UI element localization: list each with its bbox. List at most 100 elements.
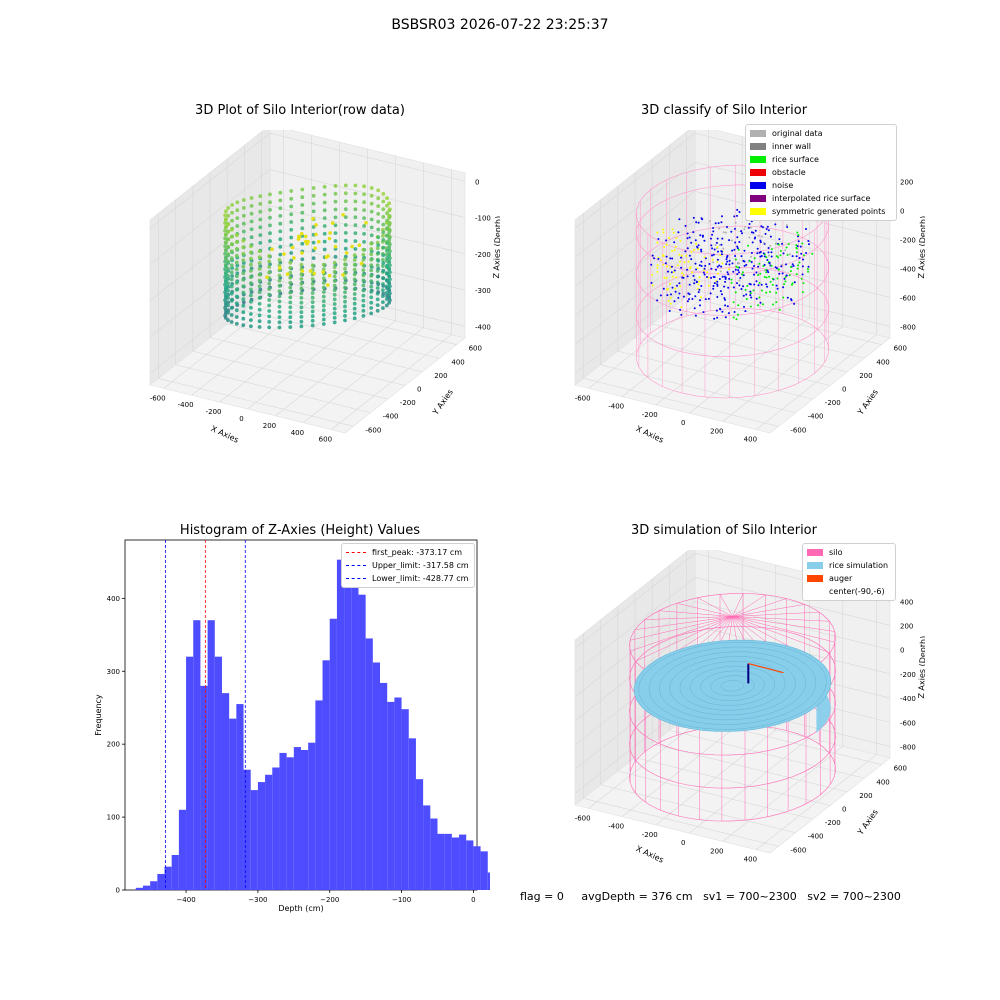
plot1-3d-raw: -600-400-2000200400600-600-400-200020040… (149, 130, 500, 445)
grid-line-x (689, 573, 810, 834)
data-point (352, 301, 357, 306)
classified-point (754, 229, 757, 232)
data-point (376, 251, 381, 255)
data-point (311, 201, 316, 206)
data-point (321, 262, 326, 267)
data-point (385, 211, 389, 216)
grid-line-z (574, 625, 891, 722)
data-point (257, 267, 262, 271)
data-point (234, 308, 239, 313)
data-point (385, 271, 389, 276)
x-tick-label: 400 (744, 436, 757, 444)
classified-point (669, 257, 672, 260)
legend-line (346, 552, 366, 553)
classified-point (677, 264, 679, 267)
classified-point (749, 292, 752, 295)
legend-swatch (807, 575, 823, 582)
legend-item: first_peak: -373.17 cm (342, 546, 474, 559)
data-point (369, 306, 374, 310)
classified-point (712, 261, 715, 264)
data-point (241, 290, 246, 295)
classified-point (726, 271, 729, 274)
data-point (321, 313, 326, 317)
data-point (344, 251, 349, 255)
data-point (333, 223, 338, 228)
silo-roof-strut (719, 594, 733, 617)
data-point (229, 298, 234, 303)
x-axis-label: X Axies (635, 424, 666, 445)
data-point (226, 281, 230, 286)
data-point (241, 316, 246, 321)
rice-mesh-ring (669, 656, 796, 716)
classified-point (714, 222, 717, 225)
classified-point (795, 273, 798, 276)
classified-point (798, 261, 801, 264)
y-tick-label: -600 (365, 426, 381, 434)
histogram-bar (451, 837, 460, 890)
classified-point (716, 265, 719, 268)
legend-label: rice surface (772, 155, 819, 164)
classified-point (721, 215, 723, 218)
classified-point (757, 274, 760, 277)
classified-point (786, 296, 789, 299)
data-point (369, 284, 374, 289)
classified-point (711, 254, 713, 257)
data-point (381, 268, 386, 273)
classified-point (756, 247, 759, 250)
data-point (369, 311, 374, 316)
classified-point (769, 235, 772, 238)
legend-label: first_peak: -373.17 cm (372, 548, 463, 557)
classified-point (659, 294, 662, 297)
data-point (375, 286, 380, 290)
classified-point (665, 277, 668, 280)
classified-point (759, 239, 762, 242)
classified-point (686, 247, 689, 250)
classified-point (678, 292, 681, 295)
z-tick-label: 400 (900, 598, 913, 606)
data-point (268, 192, 272, 197)
z-tick-label: 0 (900, 207, 904, 215)
data-point (381, 276, 386, 281)
silo-roof-strut (658, 610, 733, 617)
data-point (241, 264, 246, 269)
classified-point (673, 300, 676, 303)
data-point (285, 272, 290, 276)
data-point (387, 281, 392, 286)
data-point (362, 192, 366, 197)
data-point (352, 262, 357, 267)
silo-roof-strut (635, 616, 733, 662)
data-point (314, 223, 318, 227)
data-point (249, 211, 254, 216)
data-point (299, 277, 304, 281)
data-point (267, 281, 272, 286)
data-point (229, 270, 234, 275)
classified-point (665, 265, 668, 268)
data-point (375, 246, 380, 251)
classified-point (651, 284, 654, 287)
data-point (332, 279, 337, 283)
x-axis-label: X Axies (210, 424, 241, 445)
data-point (352, 316, 357, 321)
classified-point (801, 242, 804, 245)
data-point (310, 323, 315, 328)
classified-point (690, 241, 693, 244)
data-point (257, 296, 262, 300)
histogram-bar (473, 846, 481, 890)
classified-point (750, 261, 753, 263)
classified-point (768, 261, 771, 264)
legend-label: center(-90,-6) (829, 587, 885, 596)
classified-point (748, 260, 751, 262)
grid-line-y (158, 213, 354, 427)
classified-point (713, 248, 716, 251)
classified-point (716, 283, 719, 286)
classified-point (760, 289, 763, 292)
data-point (361, 258, 366, 262)
data-point (241, 245, 246, 250)
data-point (249, 275, 253, 279)
y-tick-label: -600 (790, 846, 806, 854)
rice-mesh-ring (648, 646, 817, 725)
classified-point (771, 283, 774, 286)
data-point (223, 275, 227, 279)
data-point (223, 263, 228, 267)
classified-point (680, 306, 683, 309)
